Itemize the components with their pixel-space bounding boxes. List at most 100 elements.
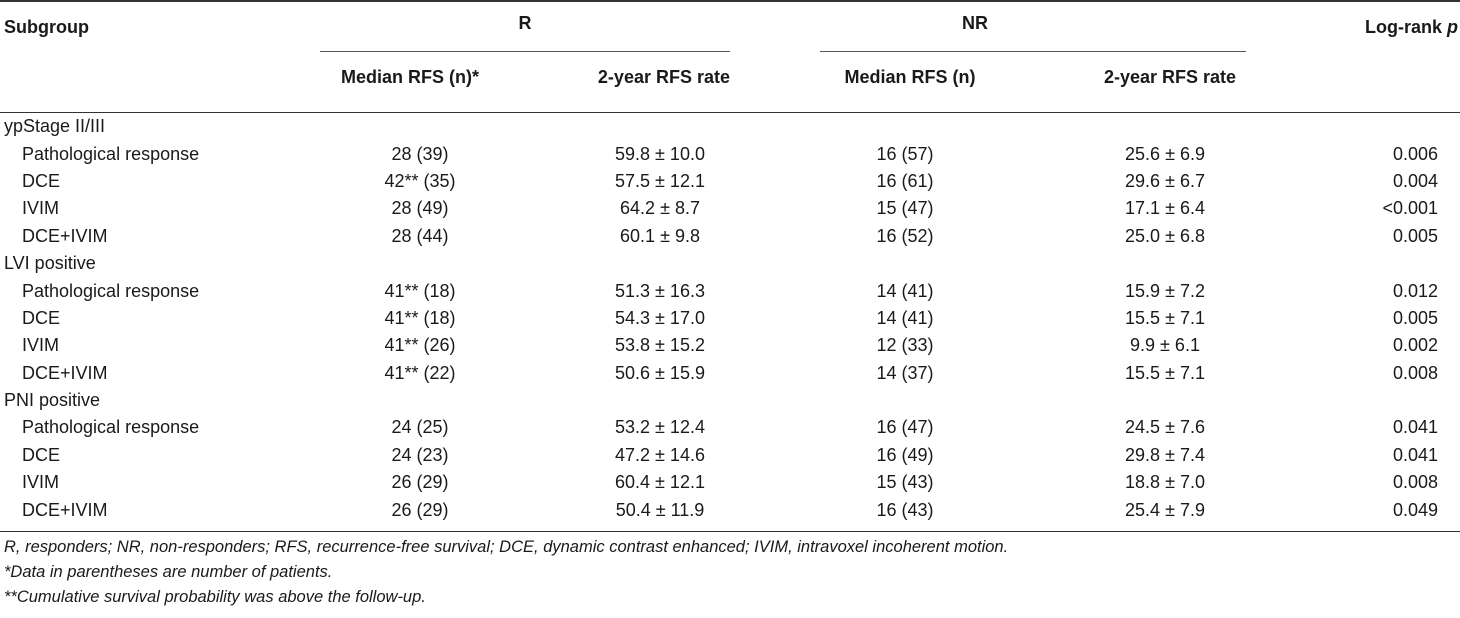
cell-nr-median: 16 (47): [876, 417, 934, 438]
table-row: DCE 41** (18) 54.3 ± 17.0 14 (41) 15.5 ± 7.1…: [0, 305, 1460, 332]
row-label: IVIM: [22, 198, 60, 219]
col-group-r-label: R: [518, 12, 532, 33]
cell-r-rate: 53.8 ± 15.2: [615, 335, 705, 356]
cell-nr-rate: 29.8 ± 7.4: [1125, 444, 1205, 465]
cell-r-rate: 60.4 ± 12.1: [615, 472, 705, 493]
cell-logrank-p: 0.005: [1392, 307, 1438, 328]
table-row: DCE+IVIM 41** (22) 50.6 ± 15.9 14 (37) 15.5 …: [0, 360, 1460, 387]
cell-nr-median: 16 (52): [876, 225, 934, 246]
cell-r-rate: 47.2 ± 14.6: [615, 444, 705, 465]
row-label: DCE+IVIM: [22, 499, 108, 520]
table-row: DCE 42** (35) 57.5 ± 12.1 16 (61) 29.6 ± 6.7…: [0, 168, 1460, 195]
table-row: Pathological response 24 (25) 53.2 ± 12.4 1…: [0, 414, 1460, 441]
cell-logrank-p: 0.002: [1392, 335, 1438, 356]
cell-r-rate: 57.5 ± 12.1: [615, 170, 705, 191]
section-title: PNI positive: [4, 390, 101, 411]
cell-r-rate: 60.1 ± 9.8: [620, 225, 700, 246]
cell-nr-rate: 9.9 ± 6.1: [1130, 335, 1200, 356]
cell-r-median: 42** (35): [384, 170, 456, 191]
footnote-double-asterisk: **Cumulative survival probability was ab…: [4, 588, 426, 606]
table-row: IVIM 28 (49) 64.2 ± 8.7 15 (47) 17.1 ± 6.4 <0…: [0, 195, 1460, 222]
cell-nr-rate: 25.4 ± 7.9: [1125, 499, 1205, 520]
logrank-label: Log-rank: [1364, 16, 1447, 37]
cell-r-median: 41** (22): [384, 362, 456, 383]
cell-logrank-p: 0.041: [1392, 417, 1438, 438]
row-label: DCE+IVIM: [22, 362, 108, 383]
row-label: Pathological response: [22, 280, 200, 301]
cell-logrank-p: 0.004: [1392, 170, 1438, 191]
section-title: ypStage II/III: [4, 116, 106, 137]
cell-r-median: 24 (25): [391, 417, 449, 438]
table-row: DCE 24 (23) 47.2 ± 14.6 16 (49) 29.8 ± 7.4 0.…: [0, 442, 1460, 469]
cell-nr-median: 16 (61): [876, 170, 934, 191]
cell-logrank-p: 0.006: [1392, 143, 1438, 164]
cell-nr-median: 16 (49): [876, 444, 934, 465]
cell-r-median: 28 (44): [391, 225, 449, 246]
cell-nr-rate: 25.0 ± 6.8: [1125, 225, 1205, 246]
cell-r-rate: 53.2 ± 12.4: [615, 417, 705, 438]
row-label: DCE+IVIM: [22, 225, 108, 246]
section-row: PNI positive: [0, 387, 1460, 414]
cell-r-median: 41** (26): [384, 335, 456, 356]
col-group-nr: NR: [750, 1, 1260, 52]
cell-nr-median: 14 (41): [876, 280, 934, 301]
cell-r-median: 26 (29): [391, 499, 449, 520]
section-row: LVI positive: [0, 250, 1460, 277]
cell-r-median: 28 (49): [391, 198, 449, 219]
row-label: DCE: [22, 170, 61, 191]
group-nr-underline: [820, 51, 1246, 52]
cell-nr-rate: 17.1 ± 6.4: [1125, 198, 1205, 219]
col-r-rate-header: 2-year RFS rate: [597, 66, 730, 87]
cell-nr-rate: 18.8 ± 7.0: [1125, 472, 1205, 493]
table-body: ypStage II/III Pathological response 28 (3…: [0, 113, 1460, 532]
cell-logrank-p: <0.001: [1382, 198, 1438, 219]
cell-nr-rate: 29.6 ± 6.7: [1125, 170, 1205, 191]
footnote-single-asterisk: *Data in parentheses are number of patie…: [4, 563, 333, 581]
table-row: IVIM 26 (29) 60.4 ± 12.1 15 (43) 18.8 ± 7.0 0…: [0, 469, 1460, 496]
cell-logrank-p: 0.008: [1392, 362, 1438, 383]
cell-nr-median: 16 (43): [876, 499, 934, 520]
cell-nr-rate: 15.9 ± 7.2: [1125, 280, 1205, 301]
cell-r-rate: 64.2 ± 8.7: [620, 198, 700, 219]
rfs-subgroup-table: Subgroup R NR Log-rank p Median RFS (n)*…: [0, 1, 1460, 532]
row-label: Pathological response: [22, 417, 200, 438]
cell-r-rate: 50.4 ± 11.9: [615, 499, 705, 520]
section-title: LVI positive: [4, 253, 96, 274]
cell-r-rate: 50.6 ± 15.9: [615, 362, 705, 383]
cell-r-median: 41** (18): [384, 280, 456, 301]
cell-nr-rate: 15.5 ± 7.1: [1125, 362, 1205, 383]
cell-r-rate: 54.3 ± 17.0: [615, 307, 705, 328]
cell-nr-median: 14 (41): [876, 307, 934, 328]
col-nr-median-header: Median RFS (n): [844, 66, 976, 87]
col-subgroup-header: Subgroup: [4, 16, 89, 37]
table-row: DCE+IVIM 28 (44) 60.1 ± 9.8 16 (52) 25.0 ± 6…: [0, 223, 1460, 250]
cell-r-rate: 51.3 ± 16.3: [615, 280, 705, 301]
cell-nr-rate: 24.5 ± 7.6: [1125, 417, 1205, 438]
cell-logrank-p: 0.012: [1392, 280, 1438, 301]
cell-r-median: 24 (23): [391, 444, 449, 465]
row-label: Pathological response: [22, 143, 200, 164]
col-group-nr-label: NR: [962, 12, 988, 33]
col-r-median-header: Median RFS (n)*: [341, 66, 479, 87]
cell-nr-rate: 25.6 ± 6.9: [1125, 143, 1205, 164]
cell-nr-median: 15 (43): [876, 472, 934, 493]
cell-logrank-p: 0.041: [1392, 444, 1438, 465]
table-row: IVIM 41** (26) 53.8 ± 15.2 12 (33) 9.9 ± 6.1…: [0, 332, 1460, 359]
table-bottom-rule: [0, 523, 1460, 532]
col-nr-rate-header: 2-year RFS rate: [1103, 66, 1237, 87]
table-row: Pathological response 41** (18) 51.3 ± 16.…: [0, 277, 1460, 304]
row-label: DCE: [22, 444, 61, 465]
row-label: DCE: [22, 307, 61, 328]
cell-nr-median: 12 (33): [876, 335, 934, 356]
cell-nr-rate: 15.5 ± 7.1: [1125, 307, 1205, 328]
header-divider: [0, 102, 1460, 113]
table-row: Pathological response 28 (39) 59.8 ± 10.0 1…: [0, 140, 1460, 167]
cell-r-rate: 59.8 ± 10.0: [615, 143, 705, 164]
cell-nr-median: 16 (57): [876, 143, 934, 164]
section-row: ypStage II/III: [0, 113, 1460, 141]
header-row-groups: Subgroup R NR Log-rank p: [0, 1, 1460, 52]
row-label: IVIM: [22, 472, 60, 493]
footnote-abbreviations: R, responders; NR, non-responders; RFS, …: [4, 538, 1009, 556]
row-label: IVIM: [22, 335, 60, 356]
cell-r-median: 28 (39): [391, 143, 449, 164]
